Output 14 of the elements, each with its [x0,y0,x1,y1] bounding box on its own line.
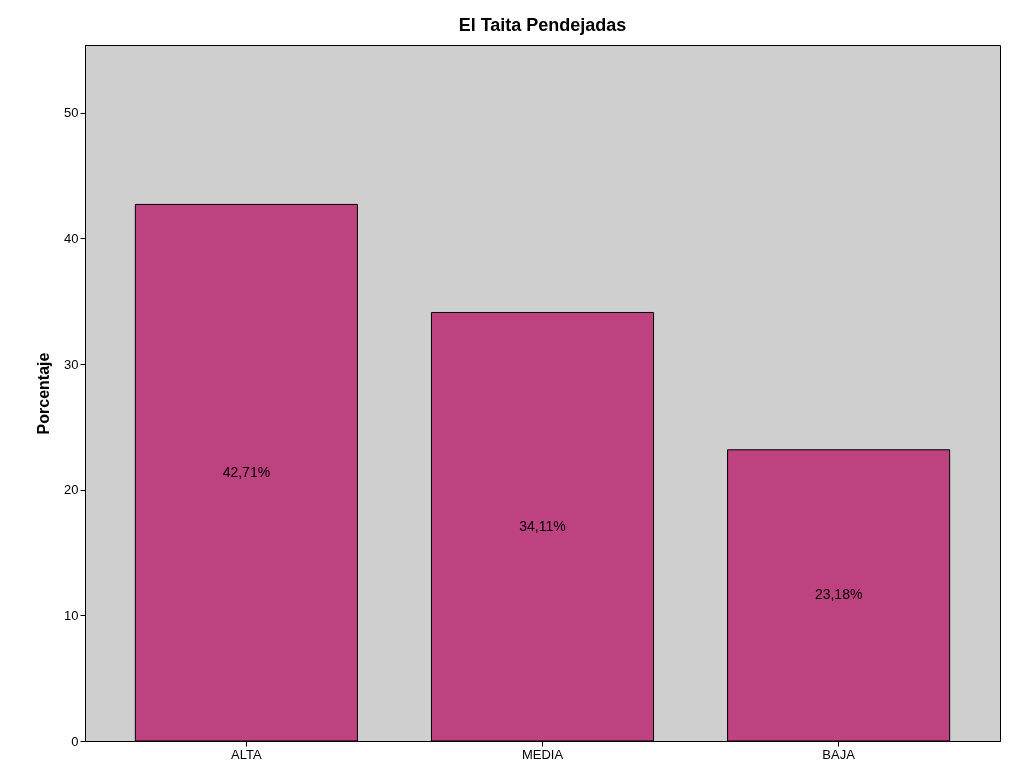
y-tick-label: 30 [64,356,79,372]
y-tick-label: 40 [64,230,79,246]
y-tick-label: 0 [71,733,79,749]
x-tick-label: MEDIA [521,746,564,762]
x-tick-label: ALTA [231,746,262,762]
data-label: 23,18% [814,586,863,603]
data-label: 42,71% [222,463,271,480]
y-tick-label: 50 [64,105,79,121]
y-tick-label: 10 [64,607,79,623]
chart-title: El Taita Pendejadas [458,15,627,35]
data-label: 34,11% [519,517,566,534]
x-tick-label: BAJA [822,746,856,762]
y-axis-title: Porcentaje [35,352,53,435]
y-tick-label: 20 [64,482,79,498]
